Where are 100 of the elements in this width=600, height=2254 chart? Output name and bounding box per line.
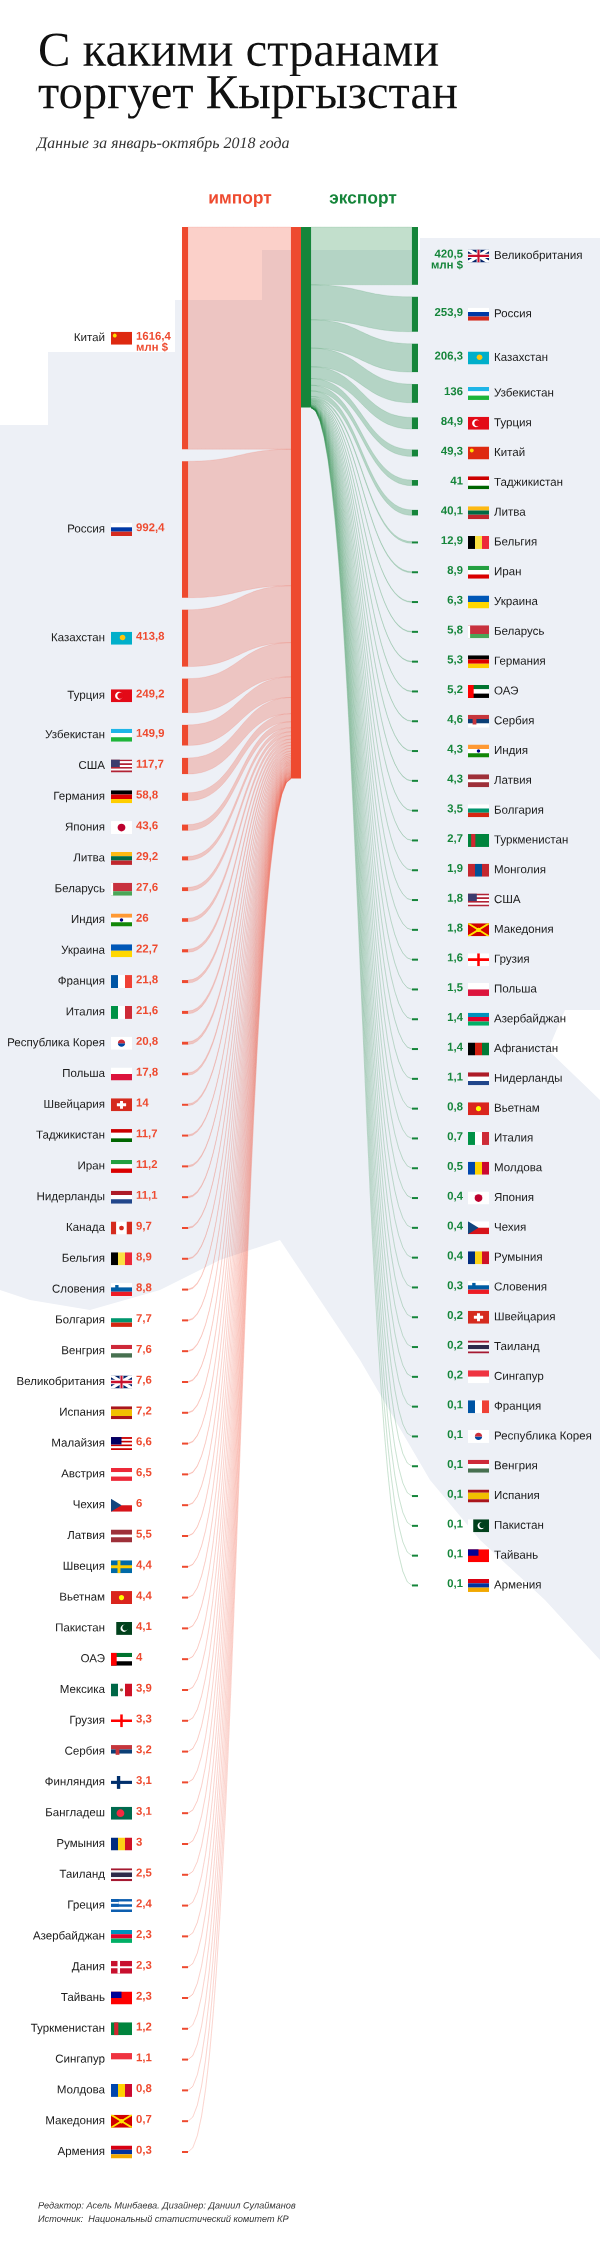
data-label: 1,6: [447, 953, 463, 964]
category-label: Румыния: [494, 1252, 542, 1264]
category-label: США: [79, 760, 105, 770]
data-label: 3,2: [136, 1745, 152, 1755]
data-label: 1,5: [447, 983, 463, 993]
category-label: Иран: [494, 567, 521, 578]
category-label: Польша: [494, 984, 537, 993]
data-label: 4,1: [136, 1622, 152, 1632]
data-label: 6,3: [447, 595, 463, 606]
category-label: Болгария: [56, 1315, 105, 1326]
category-label: Испания: [494, 1491, 539, 1500]
data-label: 253,9: [434, 307, 463, 318]
category-label: Республика Корея: [8, 1037, 105, 1049]
data-label: 0,4: [447, 1251, 463, 1262]
data-label: 22,7: [136, 944, 158, 955]
data-label: 40,1: [441, 506, 463, 517]
category-label: Молдова: [494, 1163, 543, 1174]
category-label: Тайвань: [61, 1992, 105, 2002]
data-label: 0,2: [447, 1340, 463, 1351]
category-label: Китай: [74, 332, 105, 342]
data-label: 117,7: [136, 759, 164, 770]
data-label: 2,7: [447, 834, 463, 844]
data-label: 8,8: [136, 1283, 152, 1293]
data-label: 4,3: [447, 744, 463, 755]
category-label: Австрия: [61, 1469, 105, 1480]
data-label: 0,5: [447, 1161, 463, 1172]
category-label: Латвия: [494, 775, 531, 784]
data-label: 1616,4 млн $: [136, 331, 171, 352]
data-label: 11,2: [136, 1160, 158, 1170]
data-label: 58,8: [136, 790, 158, 801]
data-label: 1,8: [447, 923, 463, 934]
data-label: 4,4: [136, 1591, 152, 1601]
category-label: Словения: [494, 1282, 547, 1291]
data-label: 6,5: [136, 1468, 152, 1478]
category-label: Тайвань: [494, 1550, 538, 1559]
category-label: Япония: [494, 1193, 534, 1202]
data-label: 1,9: [447, 863, 463, 874]
data-label: 1,8: [447, 893, 463, 904]
category-label: Индия: [494, 746, 528, 757]
category-label: Украина: [494, 597, 538, 608]
data-label: 1,1: [136, 2053, 152, 2063]
data-label: 49,3: [441, 446, 463, 457]
category-label: Румыния: [57, 1839, 105, 1850]
category-label: Словения: [52, 1284, 105, 1293]
data-label: 5,2: [447, 685, 463, 695]
data-label: 249,2: [136, 689, 165, 700]
category-label: Туркменистан: [494, 835, 568, 846]
category-label: Нидерланды: [37, 1192, 105, 1203]
data-label: 84,9: [441, 416, 463, 427]
data-label: 1,1: [447, 1072, 463, 1083]
data-label: 0,1: [447, 1579, 463, 1589]
category-label: Македония: [46, 2116, 105, 2127]
category-label: Турция: [494, 418, 531, 429]
data-label: 21,6: [136, 1006, 158, 1016]
category-label: Чехия: [494, 1222, 526, 1231]
category-label: ОАЭ: [81, 1654, 105, 1663]
category-label: Франция: [494, 1401, 541, 1413]
category-label: Великобритания: [494, 250, 582, 262]
legend-label: экспорт: [329, 194, 397, 208]
data-label: 992,4: [136, 523, 165, 533]
category-label: Швейцария: [494, 1311, 555, 1323]
category-label: Молдова: [57, 2085, 105, 2096]
data-label: 5,3: [447, 655, 463, 666]
data-label: 2,3: [136, 1991, 152, 2002]
category-label: Дания: [71, 1962, 105, 1973]
data-label: 136: [444, 387, 463, 396]
data-label: 3,1: [136, 1776, 152, 1786]
data-label: 2,3: [136, 1930, 152, 1940]
data-label: 4,4: [136, 1560, 152, 1571]
category-label: Узбекистан: [45, 729, 105, 739]
data-label: 3,5: [447, 804, 463, 815]
data-label: 7,2: [136, 1406, 152, 1417]
data-label: 12,9: [441, 536, 463, 546]
category-label: Италия: [66, 1007, 105, 1016]
data-label: 8,9: [136, 1252, 152, 1263]
category-label: Армения: [494, 1580, 541, 1591]
category-label: Армения: [57, 2147, 105, 2158]
category-label: США: [494, 894, 521, 904]
data-label: 0,1: [447, 1430, 463, 1440]
data-label: 11,1: [136, 1191, 158, 1201]
data-label: 29,2: [136, 852, 158, 862]
data-label: 4,3: [447, 774, 463, 785]
category-label: Пакистан: [56, 1623, 105, 1632]
data-label: 41: [450, 476, 463, 485]
data-label: 6,6: [136, 1437, 152, 1447]
data-label: 11,7: [136, 1129, 158, 1139]
data-label: 0,1: [447, 1489, 463, 1500]
data-label: 1,4: [447, 1013, 463, 1023]
data-label: 43,6: [136, 821, 158, 831]
category-label: Испания: [60, 1407, 105, 1416]
category-label: Казахстан: [494, 352, 548, 362]
category-label: Венгрия: [62, 1346, 105, 1357]
text: Данные за январь-октябрь 2018 года: [35, 136, 289, 152]
category-label: Греция: [68, 1900, 105, 1911]
data-label: 5,8: [447, 625, 463, 636]
data-label: 5,5: [136, 1529, 152, 1540]
category-label: Украина: [61, 945, 105, 957]
category-label: Афганистан: [494, 1043, 558, 1055]
data-label: 3: [136, 1837, 142, 1846]
category-label: Азербайджан: [32, 1930, 105, 1942]
